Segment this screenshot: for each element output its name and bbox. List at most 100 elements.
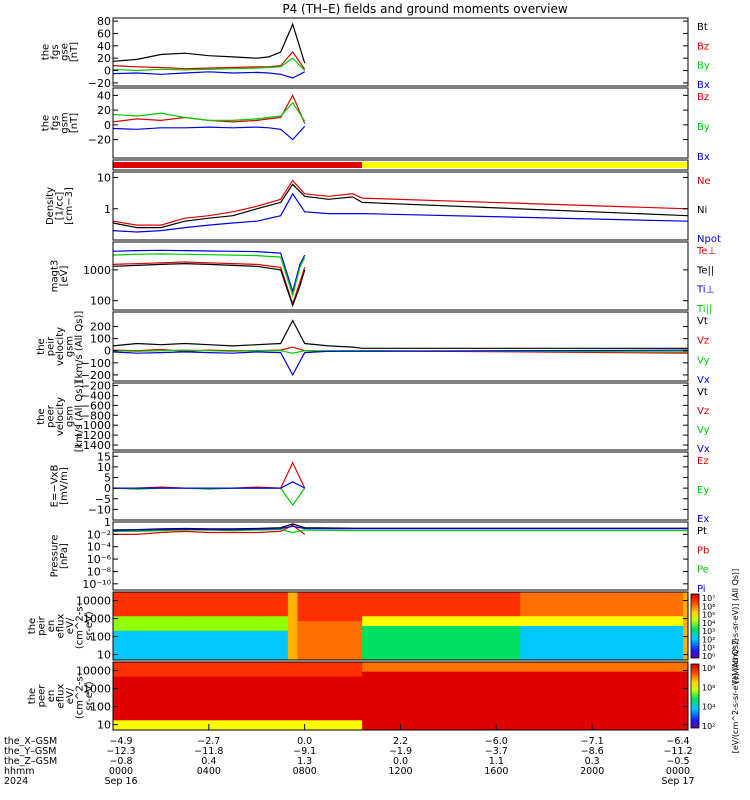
heatmap-cell [184, 671, 258, 678]
heatmap-cell [287, 710, 298, 716]
x-tick-value: −3.7 [485, 746, 508, 757]
heatmap-cell [362, 616, 521, 622]
heatmap-cell [256, 616, 289, 622]
legend-entry: By [697, 61, 710, 72]
heatmap-cell [297, 616, 363, 622]
heatmap-cell [297, 691, 363, 697]
y-axis-label: en [46, 690, 57, 703]
heatmap-cell [113, 592, 150, 598]
heatmap-cell [184, 655, 258, 661]
heatmap-cell [362, 681, 521, 687]
heatmap-cell [683, 626, 689, 632]
heatmap-cell [256, 655, 289, 661]
series-line-Ne [112, 179, 689, 226]
heatmap-cell [148, 671, 186, 678]
status-segment [113, 162, 363, 168]
series-line-Te⊥ [112, 261, 306, 306]
heatmap-cell [113, 596, 150, 603]
heatmap-cell [520, 725, 684, 731]
heatmap-cell [113, 681, 150, 687]
heatmap-cell [287, 725, 298, 731]
y-axis-label: [nPa] [59, 543, 70, 569]
heatmap-cell [113, 691, 150, 697]
heatmap-cell [362, 725, 521, 731]
panel-frame [112, 451, 689, 521]
heatmap-cell [297, 592, 363, 598]
y-axis-label: velocity [55, 397, 66, 436]
heatmap-cell [683, 681, 689, 687]
series-line-Ey [112, 487, 306, 507]
y-tick-label: 100 [90, 333, 111, 346]
heatmap-cell [148, 681, 186, 687]
heatmap-cell [297, 655, 363, 661]
legend-entry: Vz [697, 336, 709, 347]
heatmap-cell [113, 676, 150, 682]
heatmap-cell [362, 676, 521, 682]
legend-entry: Pi [697, 584, 706, 595]
heatmap-cell [287, 686, 298, 692]
panel-frame [112, 87, 689, 159]
y-tick-label: 10⁻⁸ [87, 565, 112, 578]
heatmap-cell [683, 650, 689, 656]
heatmap-cell [683, 671, 689, 678]
heatmap-cell [184, 715, 258, 721]
legend-entry: Bt [697, 22, 708, 33]
heatmap-cell [113, 626, 150, 632]
legend-entry: Te|| [696, 265, 714, 276]
x-tick-value: −11.8 [194, 746, 223, 757]
heatmap-cell [297, 650, 363, 656]
heatmap-cell [256, 592, 289, 598]
heatmap-cell [520, 655, 684, 661]
heatmap-cell [148, 630, 186, 637]
heatmap-cell [683, 640, 689, 646]
heatmap-cell [362, 655, 521, 661]
heatmap-cell [256, 671, 289, 678]
heatmap-cell [287, 592, 298, 598]
y-axis-label: [nT] [69, 113, 80, 133]
series-line-Pe [113, 528, 688, 534]
heatmap-cell [287, 645, 298, 651]
y-tick-label: 10⁻¹⁰ [82, 578, 111, 591]
y-tick-label: −100 [81, 357, 111, 370]
legend-entry: Ex [697, 514, 709, 525]
heatmap-cell [148, 691, 186, 697]
heatmap-cell [297, 621, 363, 627]
heatmap-cell [113, 666, 150, 673]
heatmap-cell [362, 705, 521, 712]
x-tick-value: 0400 [197, 766, 221, 777]
heatmap-cell [256, 676, 289, 682]
heatmap-cell [287, 691, 298, 697]
panel-status-bar [112, 159, 689, 171]
y-axis-label: peer [46, 404, 57, 428]
heatmap-cell [184, 596, 258, 603]
heatmap-cell [148, 596, 186, 603]
y-tick-label: 10⁻² [87, 528, 111, 541]
y-axis-label: (cm^2-s- [75, 602, 86, 649]
y-tick-label: −200 [81, 379, 111, 392]
y-tick-label: 40 [97, 40, 111, 53]
heatmap-cell [148, 720, 186, 726]
heatmap-cell [287, 630, 298, 637]
x-tick-value: 2.2 [393, 736, 408, 747]
heatmap-cell [297, 715, 363, 721]
x-tick-value: −0.5 [666, 756, 689, 767]
y-axis-label: [nT] [69, 42, 80, 62]
legend-entry: Ne [697, 176, 711, 187]
heatmap-cell [520, 611, 684, 617]
heatmap-cell [256, 621, 289, 627]
legend-entry: Vx [697, 375, 710, 386]
heatmap-cell [520, 592, 684, 598]
y-axis-label: sr-eV) [84, 681, 95, 710]
heatmap-cell [297, 686, 363, 692]
heatmap-cell [520, 621, 684, 627]
legend-entry: Ez [697, 456, 709, 467]
y-axis-label: Density [45, 187, 56, 225]
heatmap-cell [520, 696, 684, 702]
legend-entry: Vy [697, 355, 710, 366]
heatmap-cell [287, 616, 298, 622]
heatmap-cell [520, 630, 684, 637]
y-tick-label: 10000 [76, 665, 111, 678]
heatmap-cell [287, 650, 298, 656]
y-tick-label: −20 [88, 134, 111, 147]
